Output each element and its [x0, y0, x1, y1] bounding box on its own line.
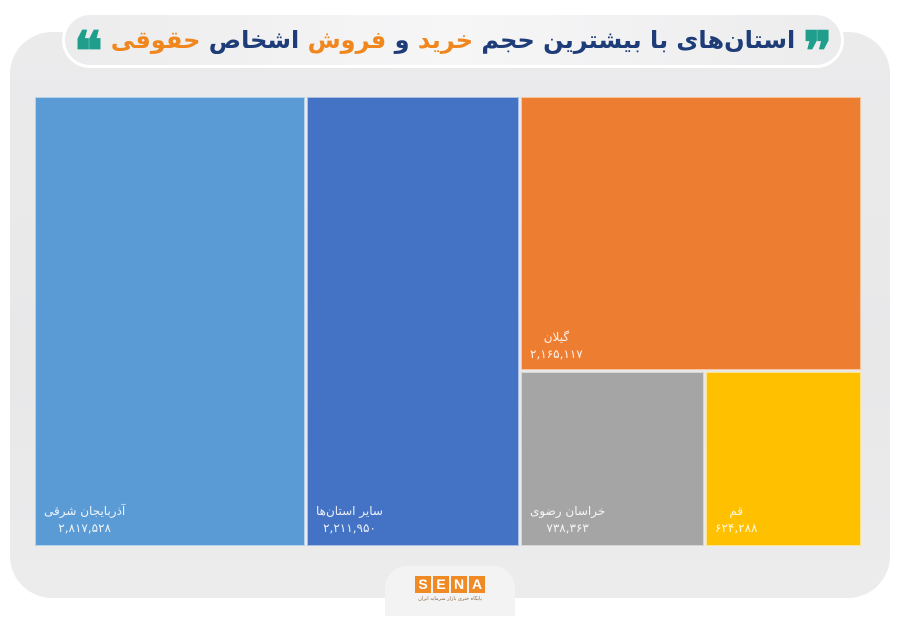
title-part-2: خرید [417, 26, 474, 54]
tile-label: سایر استان‌ها ۲,۲۱۱,۹۵۰ [316, 503, 383, 537]
tile-name: آذربایجان شرقی [44, 504, 126, 518]
chart-title: ❞ استان‌های با بیشترین حجم خرید و فروش ا… [62, 12, 844, 78]
sena-logo: S E N A [415, 576, 485, 593]
title-part-4: فروش [307, 26, 387, 54]
tile-east-azerbaijan[interactable]: آذربایجان شرقی ۲,۸۱۷,۵۲۸ [35, 97, 305, 546]
tile-value: ۲,۱۶۵,۱۱۷ [530, 347, 583, 361]
tile-label: خراسان رضوی ۷۳۸,۳۶۳ [530, 503, 605, 537]
logo-letter-n: N [451, 576, 467, 593]
tile-value: ۲,۲۱۱,۹۵۰ [323, 521, 376, 535]
tile-label: آذربایجان شرقی ۲,۸۱۷,۵۲۸ [44, 503, 125, 537]
tile-qom[interactable]: قم ۶۲۴,۲۸۸ [706, 372, 861, 546]
tile-name: سایر استان‌ها [316, 504, 383, 518]
tile-label: قم ۶۲۴,۲۸۸ [715, 503, 758, 537]
title-part-6: حقوقی [110, 26, 201, 54]
tile-value: ۶۲۴,۲۸۸ [715, 521, 758, 535]
logo-area: S E N A پایگاه خبری بازار سرمایه ایران [385, 566, 515, 616]
title-part-1: استان‌های با بیشترین حجم [481, 26, 796, 54]
tile-khorasan-razavi[interactable]: خراسان رضوی ۷۳۸,۳۶۳ [521, 372, 704, 546]
tile-gilan[interactable]: گیلان ۲,۱۶۵,۱۱۷ [521, 97, 861, 370]
logo-letter-e: E [433, 576, 449, 593]
logo-letter-a: A [469, 576, 485, 593]
title-part-5: اشخاص [208, 26, 300, 54]
tile-value: ۲,۸۱۷,۵۲۸ [58, 521, 111, 535]
title-text: استان‌های با بیشترین حجم خرید و فروش اشخ… [110, 26, 796, 54]
tile-name: گیلان [543, 330, 570, 344]
tile-name: قم [729, 504, 744, 518]
tile-other-provinces[interactable]: سایر استان‌ها ۲,۲۱۱,۹۵۰ [307, 97, 519, 546]
logo-subtitle: پایگاه خبری بازار سرمایه ایران [418, 596, 482, 602]
tile-label: گیلان ۲,۱۶۵,۱۱۷ [530, 329, 583, 363]
title-part-3: و [394, 26, 410, 54]
tile-value: ۷۳۸,۳۶۳ [546, 521, 589, 535]
logo-letter-s: S [415, 576, 431, 593]
tile-name: خراسان رضوی [530, 504, 606, 518]
